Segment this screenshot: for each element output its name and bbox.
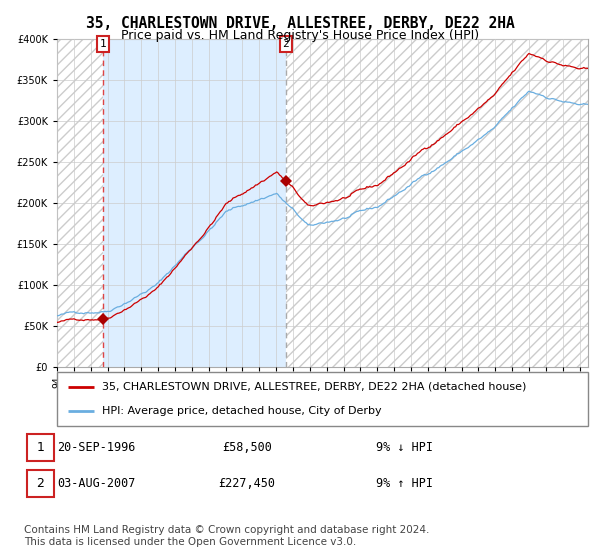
Text: HPI: Average price, detached house, City of Derby: HPI: Average price, detached house, City… xyxy=(102,406,382,416)
Bar xyxy=(57,39,103,367)
Text: 1: 1 xyxy=(36,441,44,454)
Bar xyxy=(286,39,588,367)
Text: 1: 1 xyxy=(100,39,106,49)
Bar xyxy=(103,39,286,367)
FancyBboxPatch shape xyxy=(27,470,53,497)
Text: 2: 2 xyxy=(36,477,44,490)
FancyBboxPatch shape xyxy=(57,372,588,426)
Text: 35, CHARLESTOWN DRIVE, ALLESTREE, DERBY, DE22 2HA (detached house): 35, CHARLESTOWN DRIVE, ALLESTREE, DERBY,… xyxy=(102,382,527,392)
Text: Contains HM Land Registry data © Crown copyright and database right 2024.
This d: Contains HM Land Registry data © Crown c… xyxy=(24,525,430,547)
Text: 03-AUG-2007: 03-AUG-2007 xyxy=(58,477,136,490)
Text: 20-SEP-1996: 20-SEP-1996 xyxy=(58,441,136,454)
Text: 2: 2 xyxy=(283,39,289,49)
Text: £227,450: £227,450 xyxy=(219,477,276,490)
Text: Price paid vs. HM Land Registry's House Price Index (HPI): Price paid vs. HM Land Registry's House … xyxy=(121,29,479,42)
FancyBboxPatch shape xyxy=(27,434,53,460)
Text: £58,500: £58,500 xyxy=(222,441,272,454)
Text: 9% ↓ HPI: 9% ↓ HPI xyxy=(376,441,433,454)
Text: 35, CHARLESTOWN DRIVE, ALLESTREE, DERBY, DE22 2HA: 35, CHARLESTOWN DRIVE, ALLESTREE, DERBY,… xyxy=(86,16,514,31)
Text: 9% ↑ HPI: 9% ↑ HPI xyxy=(376,477,433,490)
